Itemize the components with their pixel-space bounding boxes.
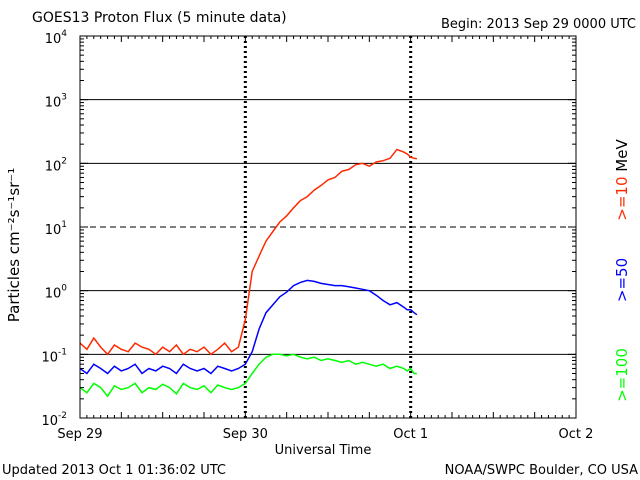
- legend-label: >=100: [613, 348, 631, 402]
- series-line-0: [79, 148, 418, 356]
- y-tick-label: 103: [45, 93, 67, 111]
- legend: >=10 MeV >=50 >=100: [613, 139, 631, 402]
- legend-item: >=50: [613, 258, 631, 302]
- begin-date: Begin: 2013 Sep 29 0000 UTC: [441, 17, 636, 32]
- series-line-2: [79, 353, 417, 398]
- legend-label: >=10 MeV: [613, 139, 631, 221]
- updated-timestamp: Updated 2013 Oct 1 01:36:02 UTC: [2, 463, 226, 478]
- legend-label: >=50: [613, 258, 631, 302]
- x-tick-label: Oct 2: [559, 427, 594, 442]
- x-tick-label: Sep 29: [57, 427, 102, 442]
- series-layer: [79, 148, 418, 398]
- credit-text: NOAA/SWPC Boulder, CO USA: [445, 463, 638, 478]
- axes: Sep 29 Sep 30 Oct 1 Oct 2 10-2 10-1 100 101 102 1…: [41, 29, 593, 442]
- x-tick-label: Oct 1: [393, 427, 428, 442]
- y-axis-label: Particles cm⁻²s⁻¹sr⁻¹: [5, 168, 23, 322]
- y-tick-label: 100: [45, 284, 68, 302]
- y-tick-label: 10-2: [41, 411, 67, 429]
- legend-item: >=10 MeV: [613, 139, 631, 221]
- x-axis-label: Universal Time: [275, 443, 372, 458]
- legend-item: >=100: [613, 348, 631, 402]
- y-tick-label: 101: [45, 220, 67, 238]
- x-tick-label: Sep 30: [223, 427, 268, 442]
- y-tick-label: 104: [45, 29, 68, 47]
- series-line-1: [79, 279, 418, 375]
- chart-title: GOES13 Proton Flux (5 minute data): [32, 10, 287, 26]
- y-tick-label: 102: [45, 156, 67, 174]
- y-tick-label: 10-1: [41, 347, 67, 365]
- gridlines: [80, 36, 576, 418]
